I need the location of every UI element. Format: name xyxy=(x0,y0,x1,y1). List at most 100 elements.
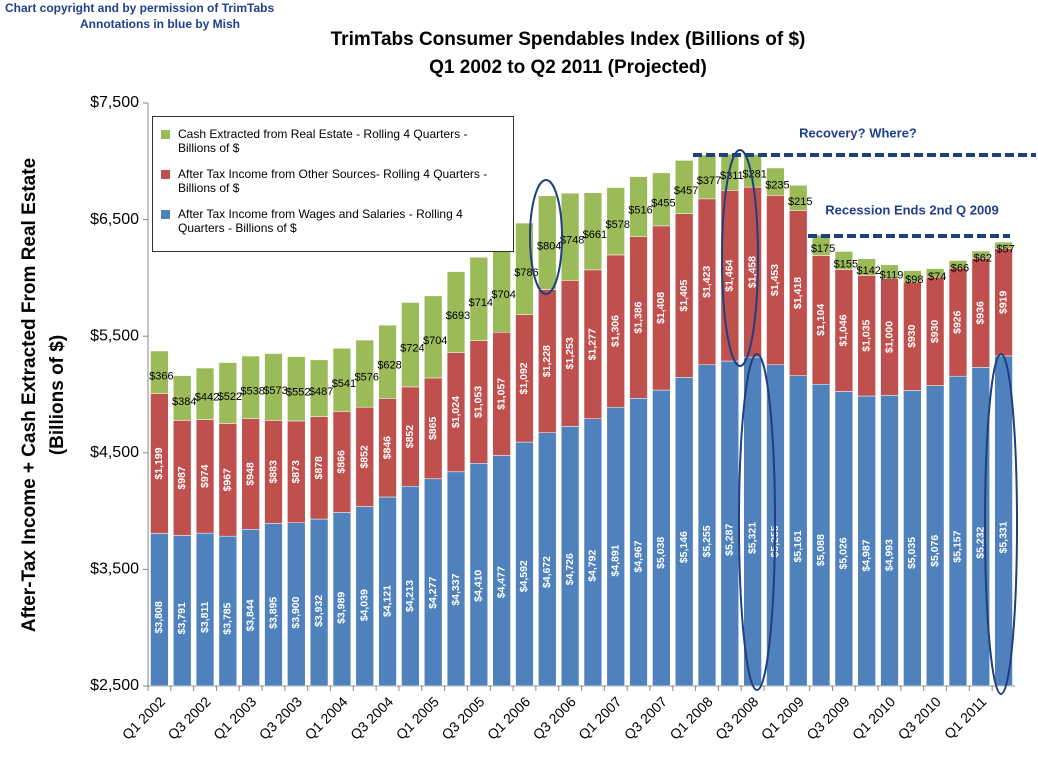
data-label: $852 xyxy=(404,425,416,449)
data-label: $4,993 xyxy=(883,539,895,571)
data-label: $573 xyxy=(263,385,287,397)
data-label: $1,458 xyxy=(746,256,758,288)
x-tick-label: Q3 2006 xyxy=(530,693,579,742)
bar-segment xyxy=(675,160,694,214)
data-label: $98 xyxy=(905,274,923,286)
annotation: Recession Ends 2nd Q 2009 xyxy=(825,202,998,217)
bar-segment xyxy=(264,353,283,421)
bar-segment xyxy=(994,355,1013,687)
bar-segment xyxy=(287,356,306,422)
data-label: $57 xyxy=(996,243,1014,255)
bar-segment xyxy=(652,172,671,227)
data-label: $936 xyxy=(975,301,987,325)
bar-segment xyxy=(857,258,876,276)
y-tick-label: $6,500 xyxy=(90,211,139,228)
data-label: $1,000 xyxy=(883,321,895,353)
x-tick-label: Q3 2007 xyxy=(621,693,670,742)
bar-segment xyxy=(994,241,1013,250)
data-label: $5,157 xyxy=(952,530,964,562)
y-axis-label: (Billions of $) xyxy=(47,335,68,455)
data-label: $948 xyxy=(244,462,256,486)
bar-segment xyxy=(743,356,762,687)
data-label: $3,811 xyxy=(199,601,211,633)
data-label: $1,453 xyxy=(769,264,781,296)
data-label: $541 xyxy=(332,378,356,390)
highlight-ellipse xyxy=(738,353,776,691)
legend-label: After Tax Income from Other Sources- Rol… xyxy=(178,167,488,195)
data-label: $804 xyxy=(537,241,561,253)
data-label: $3,900 xyxy=(290,596,302,628)
data-label: $215 xyxy=(788,196,812,208)
annotation-note: Annotations in blue by Mish xyxy=(80,17,240,31)
data-label: $3,808 xyxy=(153,601,165,633)
data-label: $1,386 xyxy=(632,301,644,333)
data-label: $4,337 xyxy=(450,573,462,605)
x-tick-label: Q3 2008 xyxy=(712,693,761,742)
bar-segment xyxy=(378,324,397,399)
data-label: $578 xyxy=(605,219,629,231)
data-label: $5,146 xyxy=(678,531,690,563)
data-label: $5,232 xyxy=(975,526,987,558)
data-label: $930 xyxy=(906,324,918,348)
bar-segment xyxy=(948,260,968,269)
x-tick-label: Q1 2009 xyxy=(758,693,807,742)
data-label: $1,277 xyxy=(587,328,599,360)
data-label: $846 xyxy=(381,436,393,460)
data-label: $4,792 xyxy=(587,550,599,582)
x-tick-label: Q3 2010 xyxy=(895,693,944,742)
data-label: $873 xyxy=(290,460,302,484)
data-label: $1,092 xyxy=(518,362,530,394)
data-label: $5,076 xyxy=(929,535,941,567)
bar-segment xyxy=(424,295,443,379)
y-axis-label: After-Tax Income + Cash Extracted From R… xyxy=(19,158,40,632)
x-tick-label: Q1 2003 xyxy=(210,693,259,742)
bar-segment xyxy=(834,251,854,270)
data-label: $974 xyxy=(199,465,211,489)
x-tick-label: Q3 2004 xyxy=(347,693,396,742)
data-label: $1,053 xyxy=(473,386,485,418)
x-tick-label: Q3 2009 xyxy=(803,693,852,742)
data-label: $693 xyxy=(446,310,470,322)
data-label: $3,895 xyxy=(267,597,279,629)
annotations-layer xyxy=(529,149,1036,695)
x-tick-label: Q1 2010 xyxy=(849,693,898,742)
bar-segment xyxy=(789,185,808,211)
data-label: $967 xyxy=(222,468,234,492)
bar-segment xyxy=(606,187,625,256)
data-label: $1,405 xyxy=(678,279,690,311)
legend-label: After Tax Income from Wages and Salaries… xyxy=(178,207,463,235)
data-label: $4,477 xyxy=(495,566,507,598)
bar-segment xyxy=(880,264,899,279)
data-label: $852 xyxy=(359,445,371,469)
data-label: $377 xyxy=(697,175,721,187)
highlight-ellipse xyxy=(529,179,563,295)
legend: Cash Extracted from Real Estate - Rollin… xyxy=(152,116,514,252)
x-tick-label: Q3 2005 xyxy=(438,693,487,742)
y-tick-label: $3,500 xyxy=(90,561,139,578)
bar-segment xyxy=(195,367,215,420)
data-label: $366 xyxy=(149,370,173,382)
data-label: $878 xyxy=(313,456,325,480)
chart-title: TrimTabs Consumer Spendables Index (Bill… xyxy=(331,29,806,50)
x-tick-label: Q1 2002 xyxy=(119,693,168,742)
data-label: $4,592 xyxy=(518,560,530,592)
chart-subtitle: Q1 2002 to Q2 2011 (Projected) xyxy=(429,57,707,78)
annotation: Recovery? Where? xyxy=(799,125,917,140)
data-label: $1,423 xyxy=(701,266,713,298)
x-tick-label: Q3 2002 xyxy=(164,693,213,742)
data-label: $3,989 xyxy=(336,592,348,624)
bar-segment xyxy=(766,167,785,196)
y-tick-label: $7,500 xyxy=(90,94,139,111)
legend-swatch xyxy=(161,210,170,219)
data-label: $3,785 xyxy=(222,602,234,634)
data-label: $724 xyxy=(400,343,424,355)
bar-segment xyxy=(469,257,488,341)
bar-segment xyxy=(218,362,238,424)
data-label: $661 xyxy=(583,229,607,241)
data-label: $883 xyxy=(267,460,279,484)
x-tick-label: Q1 2006 xyxy=(484,693,533,742)
data-label: $5,161 xyxy=(792,530,804,562)
bar-segment xyxy=(971,250,990,259)
data-label: $62 xyxy=(974,253,992,265)
